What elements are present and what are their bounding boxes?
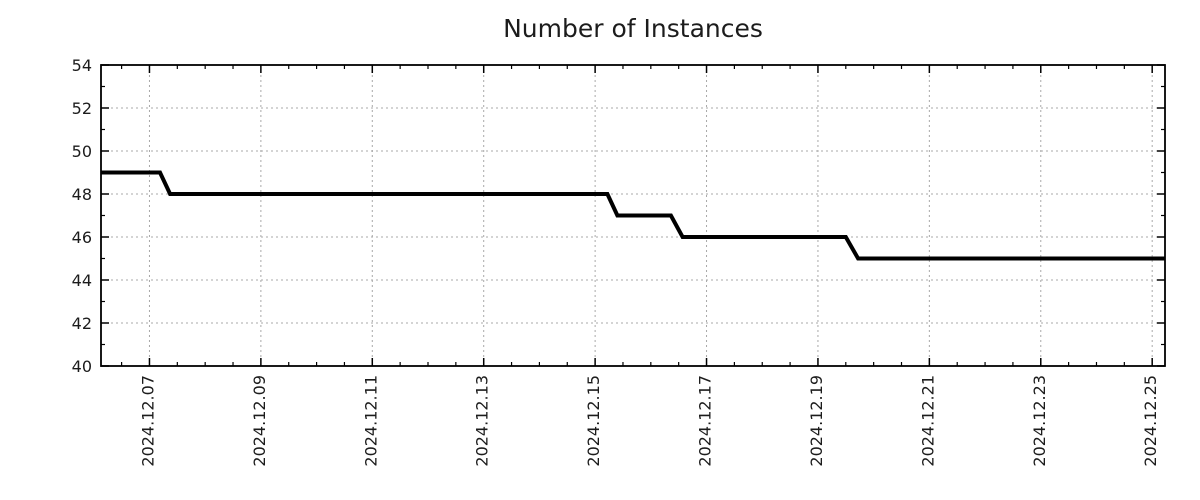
y-tick-label: 48 [72,185,92,204]
x-tick-label: 2024.12.07 [138,375,157,467]
x-tick-label: 2024.12.13 [473,375,492,467]
x-tick-label: 2024.12.21 [918,375,937,467]
x-tick-label: 2024.12.15 [584,375,603,467]
y-tick-label: 46 [72,228,92,247]
y-tick-label: 50 [72,142,92,161]
data-series-line [101,170,1165,261]
x-tick-label: 2024.12.19 [807,375,826,467]
y-tick-label: 44 [72,271,92,290]
x-tick-label: 2024.12.23 [1030,375,1049,467]
y-tick-label: 52 [72,99,92,118]
x-tick-label: 2024.12.25 [1141,375,1160,467]
x-tick-label: 2024.12.09 [250,375,269,467]
x-tick-label: 2024.12.17 [696,375,715,467]
x-tick-label: 2024.12.11 [361,375,380,467]
chart-title: Number of Instances [503,14,763,43]
y-tick-label: 54 [72,56,92,75]
y-tick-label: 42 [72,314,92,333]
y-tick-label: 40 [72,357,92,376]
